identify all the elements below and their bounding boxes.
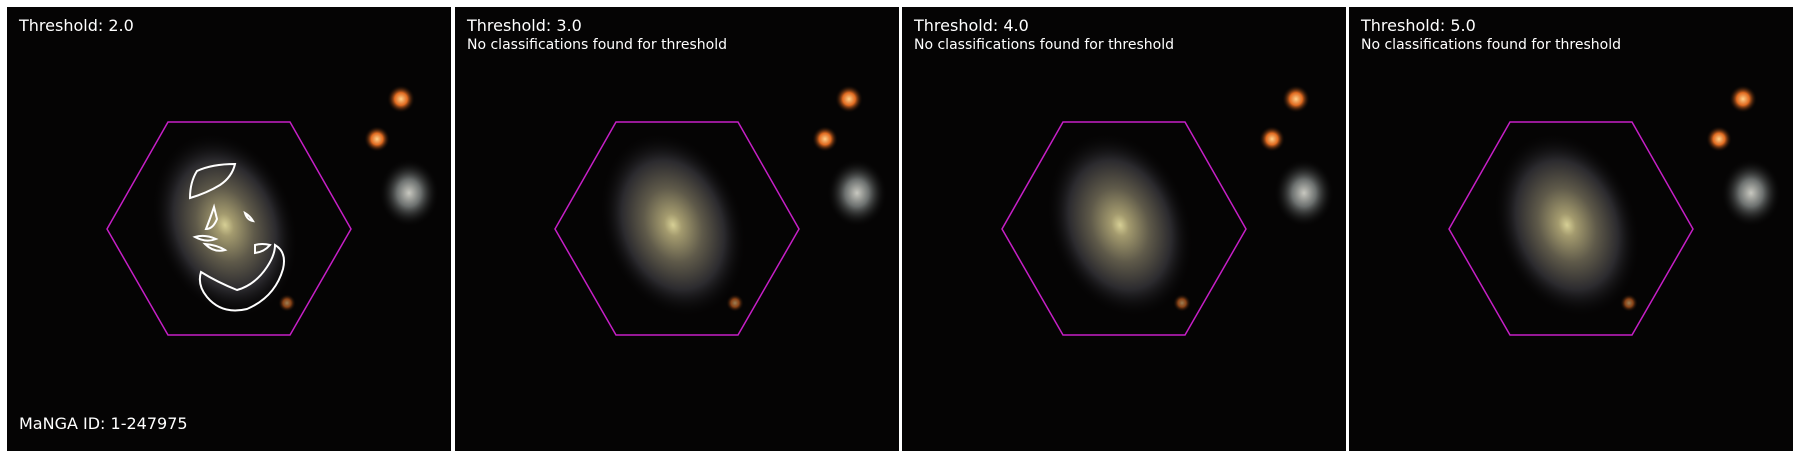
no-classifications-message: No classifications found for threshold	[914, 37, 1174, 53]
threshold-title: Threshold: 5.0	[1361, 16, 1476, 35]
threshold-title: Threshold: 2.0	[19, 16, 134, 35]
star-1	[1282, 85, 1310, 113]
galaxy-glow	[151, 132, 299, 318]
star-1	[387, 85, 415, 113]
galaxy-image	[902, 7, 1346, 451]
contour-3	[243, 210, 255, 223]
companion-galaxy	[379, 159, 439, 227]
star-2	[364, 126, 390, 152]
companion-galaxy	[1721, 159, 1781, 227]
companion-galaxy	[827, 159, 887, 227]
contour-4	[192, 234, 219, 242]
contour-6	[254, 243, 272, 255]
hexagon-outline	[106, 121, 352, 336]
image-panel-2: Threshold: 3.0 No classifications found …	[455, 7, 899, 451]
contour-7	[198, 243, 285, 312]
image-panel-3: Threshold: 4.0 No classifications found …	[902, 7, 1346, 451]
no-classifications-message: No classifications found for threshold	[467, 37, 727, 53]
image-panel-1: Threshold: 2.0 MaNGA ID: 1-247975	[7, 7, 451, 451]
galaxy-glow	[599, 132, 747, 318]
hexagon-outline	[1001, 121, 1247, 336]
galaxy-image	[1349, 7, 1793, 451]
star-3	[1620, 294, 1638, 312]
threshold-title: Threshold: 3.0	[467, 16, 582, 35]
contour-group	[188, 162, 285, 312]
star-2	[812, 126, 838, 152]
galaxy-glow	[1493, 132, 1641, 318]
star-2	[1259, 126, 1285, 152]
star-3	[1173, 294, 1191, 312]
contour-1	[188, 162, 237, 200]
contour-2	[204, 203, 219, 231]
hexagon-outline	[1448, 121, 1694, 336]
galaxy-glow	[1046, 132, 1194, 318]
manga-id-label: MaNGA ID: 1-247975	[19, 414, 188, 433]
no-classifications-message: No classifications found for threshold	[1361, 37, 1621, 53]
star-3	[726, 294, 744, 312]
galaxy-image	[455, 7, 899, 451]
star-1	[835, 85, 863, 113]
companion-galaxy	[1274, 159, 1334, 227]
image-panel-4: Threshold: 5.0 No classifications found …	[1349, 7, 1793, 451]
star-1	[1729, 85, 1757, 113]
galaxy-image	[7, 7, 451, 451]
contour-5	[202, 242, 228, 252]
star-3	[278, 294, 296, 312]
star-2	[1706, 126, 1732, 152]
threshold-title: Threshold: 4.0	[914, 16, 1029, 35]
hexagon-outline	[554, 121, 800, 336]
